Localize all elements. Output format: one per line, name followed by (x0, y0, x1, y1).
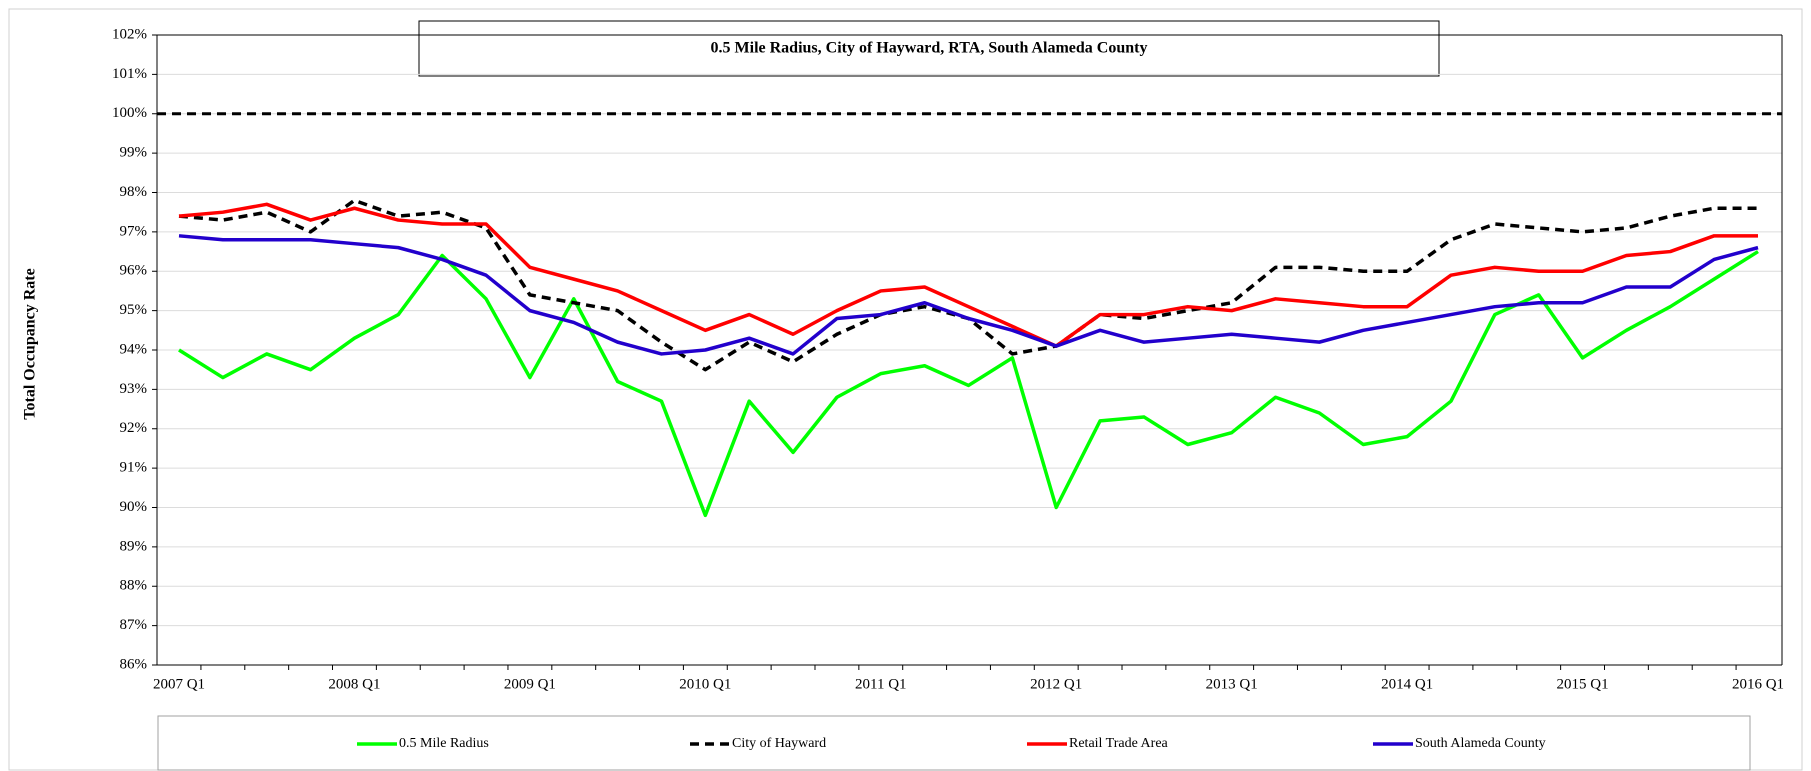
series-line (178, 234, 1759, 356)
y-tick-label: 99% (120, 145, 148, 161)
y-tick-label: 90% (120, 499, 148, 515)
y-tick-label: 97% (120, 223, 148, 239)
x-tick-label: 2011 Q1 (855, 676, 907, 692)
y-axis-label: Total Occupancy Rate (22, 268, 39, 419)
y-tick-label: 89% (120, 538, 148, 554)
x-tick-label: 2009 Q1 (504, 676, 556, 692)
title-box (418, 20, 1440, 77)
x-tick-label: 2008 Q1 (328, 676, 380, 692)
y-tick-label: 94% (120, 341, 148, 357)
x-tick-label: 2016 Q1 (1732, 676, 1784, 692)
series-line (178, 202, 1758, 348)
y-tick-label: 98% (120, 184, 148, 200)
series-line (178, 250, 1759, 518)
y-tick-label: 87% (120, 617, 148, 633)
x-tick-label: 2015 Q1 (1557, 676, 1609, 692)
y-tick-label: 86% (120, 656, 148, 672)
x-tick-label: 2012 Q1 (1030, 676, 1082, 692)
y-tick-label: 93% (120, 381, 148, 397)
x-tick-label: 2013 Q1 (1206, 676, 1258, 692)
y-tick-label: 88% (120, 578, 148, 594)
legend-label: 0.5 Mile Radius (399, 736, 489, 751)
legend-label: Retail Trade Area (1069, 736, 1169, 751)
y-tick-label: 100% (112, 105, 147, 121)
y-tick-label: 96% (120, 263, 148, 279)
y-tick-label: 95% (120, 302, 148, 318)
y-tick-label: 102% (112, 26, 147, 42)
x-tick-label: 2014 Q1 (1381, 676, 1433, 692)
legend-label: South Alameda County (1415, 736, 1546, 751)
legend-label: City of Hayward (732, 736, 826, 751)
y-tick-label: 91% (120, 460, 148, 476)
legend-box (157, 715, 1751, 771)
chart-title: 0.5 Mile Radius, City of Hayward, RTA, S… (711, 40, 1148, 57)
series-line (178, 198, 1758, 372)
x-tick-label: 2010 Q1 (679, 676, 731, 692)
x-tick-label: 2007 Q1 (153, 676, 205, 692)
y-tick-label: 92% (120, 420, 148, 436)
y-tick-label: 101% (112, 66, 147, 82)
